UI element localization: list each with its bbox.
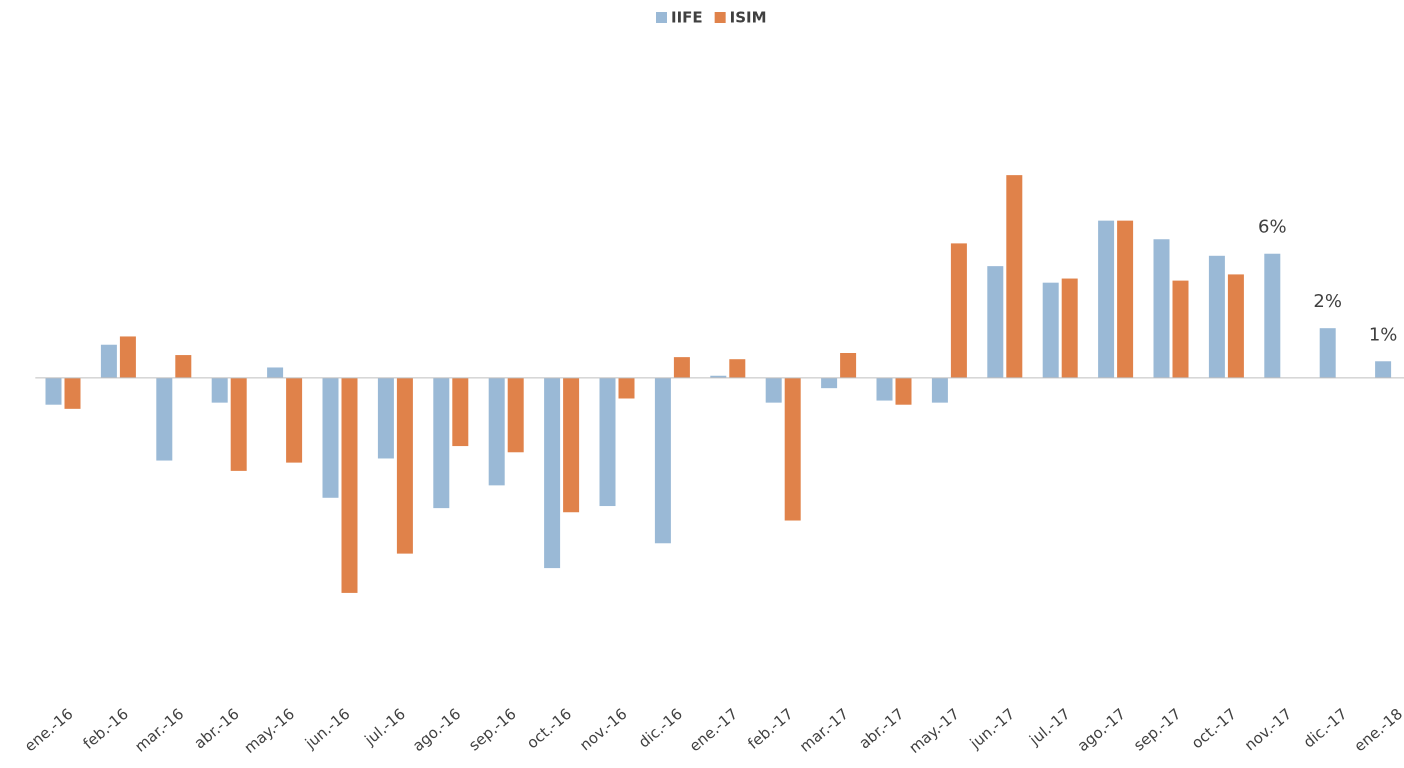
data-label: 1% [1369, 324, 1398, 345]
x-tick-label: may.-17 [905, 705, 962, 757]
bar [673, 357, 690, 378]
bar [433, 377, 450, 509]
legend: IIFE ISIM [656, 9, 767, 27]
bar [654, 377, 671, 544]
bar [1264, 253, 1281, 378]
x-tick-label: jul.-17 [1025, 705, 1073, 750]
bar [156, 377, 173, 461]
bar [563, 377, 580, 513]
bar [618, 377, 635, 399]
x-tick-label: ago.-17 [1074, 705, 1129, 755]
bar [1227, 274, 1244, 378]
bar [488, 377, 505, 486]
legend-label: ISIM [730, 9, 767, 27]
bar [876, 377, 893, 401]
x-tick-label: ene.-17 [686, 705, 741, 756]
bar [987, 266, 1004, 378]
x-tick-label: dic.-16 [635, 705, 686, 752]
bar [1319, 328, 1336, 378]
bar [729, 359, 746, 378]
bar [895, 377, 912, 405]
legend-swatch [714, 12, 726, 23]
bar [286, 377, 303, 463]
x-tick-label: ene.-18 [1351, 705, 1404, 756]
bar [322, 377, 339, 498]
bar [840, 353, 857, 378]
bar [267, 367, 284, 378]
legend-label: IIFE [671, 9, 703, 27]
bar [544, 377, 561, 569]
bar [341, 377, 358, 593]
x-tick-label: feb.-17 [744, 705, 796, 753]
bar [1042, 282, 1059, 378]
x-tick-label: abr.-17 [855, 705, 907, 753]
legend-swatch [656, 12, 667, 23]
bar [1153, 239, 1170, 378]
bar [1061, 278, 1078, 378]
bar [396, 377, 413, 554]
bar [175, 355, 192, 378]
bar [765, 377, 782, 403]
x-tick-label: ago.-16 [409, 705, 464, 755]
bar [377, 377, 394, 459]
bar [710, 375, 727, 378]
bar [100, 344, 117, 378]
bar [599, 377, 616, 507]
bar [784, 377, 801, 521]
bar [1006, 175, 1023, 378]
x-tick-label: dic.-17 [1300, 705, 1351, 752]
bar [931, 377, 948, 403]
bar [1117, 220, 1134, 378]
x-tick-label: oct.-16 [523, 705, 575, 753]
bar [1172, 280, 1189, 378]
data-label: 6% [1258, 217, 1287, 238]
x-tick-label: abr.-16 [191, 705, 243, 753]
bar [230, 377, 247, 471]
x-tick-label: jun.-16 [301, 705, 354, 753]
bar [507, 377, 524, 453]
x-tick-label: jun.-17 [966, 705, 1019, 753]
x-tick-label: nov.-16 [576, 705, 630, 755]
x-tick-label: mar.-17 [796, 705, 852, 756]
bar [1375, 361, 1392, 378]
x-tick-label: sep.-17 [1130, 705, 1184, 755]
x-tick-label: ene.-16 [21, 705, 76, 756]
bar [821, 377, 838, 389]
bar [1208, 255, 1225, 378]
x-tick-label: jul.-16 [360, 705, 408, 750]
x-tick-label: mar.-16 [131, 705, 187, 756]
bar [119, 336, 136, 378]
bar [64, 377, 81, 409]
x-tick-label: feb.-16 [79, 705, 131, 753]
x-tick-label: sep.-16 [465, 705, 519, 755]
x-tick-label: oct.-17 [1188, 705, 1240, 753]
bar [45, 377, 62, 405]
x-tick-label: nov.-17 [1241, 705, 1295, 755]
data-label: 2% [1313, 291, 1342, 312]
bar [1098, 220, 1115, 378]
bar [452, 377, 469, 447]
bar [211, 377, 228, 403]
bar [950, 243, 967, 378]
x-tick-label: may.-16 [241, 705, 298, 757]
